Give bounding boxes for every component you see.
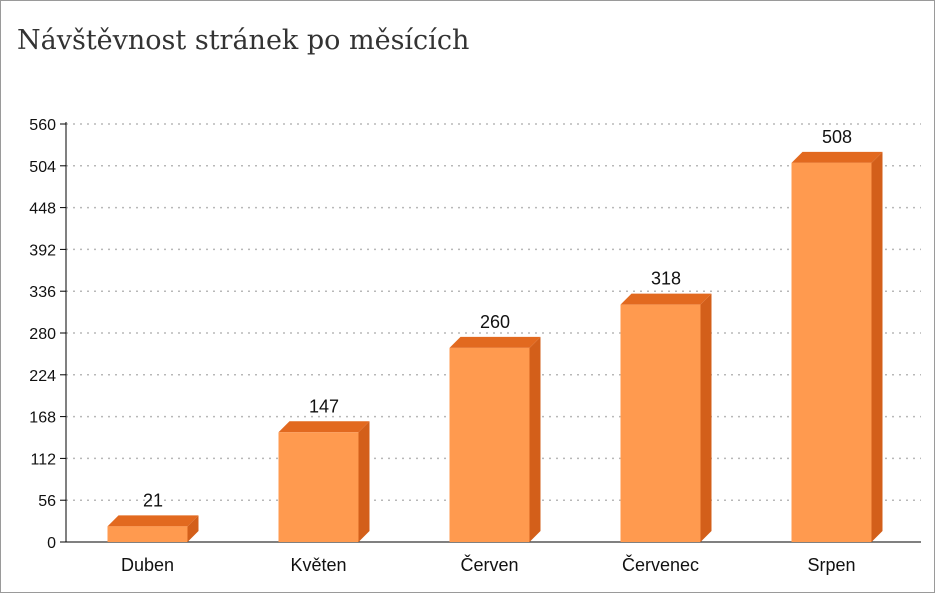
bar-top: [107, 515, 199, 527]
bar-top: [278, 421, 370, 433]
bar-side: [700, 293, 712, 542]
y-tick-label: 56: [38, 493, 56, 510]
y-tick-label: 560: [29, 117, 56, 134]
chart-title: Návštěvnost stránek po měsících: [17, 25, 470, 56]
value-label: 147: [309, 396, 339, 416]
y-tick-label: 0: [47, 535, 56, 552]
bar-side: [871, 151, 883, 543]
x-tick-label: Červen: [460, 554, 518, 575]
x-tick-label: Červenec: [622, 554, 699, 575]
bar: [278, 432, 359, 542]
value-label: 21: [143, 490, 163, 510]
bar-top: [620, 293, 712, 305]
x-tick-label: Srpen: [807, 555, 855, 575]
y-tick-label: 504: [29, 159, 56, 176]
bar-side: [187, 515, 199, 542]
y-tick-label: 168: [29, 410, 56, 427]
y-tick-label: 112: [30, 451, 56, 468]
y-tick-label: 336: [29, 284, 56, 301]
y-tick-label: 392: [29, 242, 56, 259]
value-label: 508: [822, 127, 852, 147]
value-label: 260: [480, 312, 510, 332]
y-tick-label: 224: [29, 368, 56, 385]
bar-top: [791, 151, 883, 163]
bar: [791, 162, 872, 543]
x-tick-label: Duben: [121, 555, 174, 575]
bar-top: [449, 336, 541, 348]
bar: [449, 347, 530, 542]
y-tick-label: 448: [29, 201, 56, 218]
bar: [107, 526, 188, 542]
bar-side: [358, 421, 370, 542]
x-tick-label: Květen: [290, 555, 346, 575]
value-label: 318: [651, 269, 681, 289]
bar-side: [529, 336, 541, 542]
y-tick-label: 280: [29, 326, 56, 343]
labels: 0 56 112 168 224 280 336 392 448 504 560 21 Duben 147…: [29, 117, 855, 575]
bars: [107, 151, 883, 543]
bar: [620, 304, 701, 542]
